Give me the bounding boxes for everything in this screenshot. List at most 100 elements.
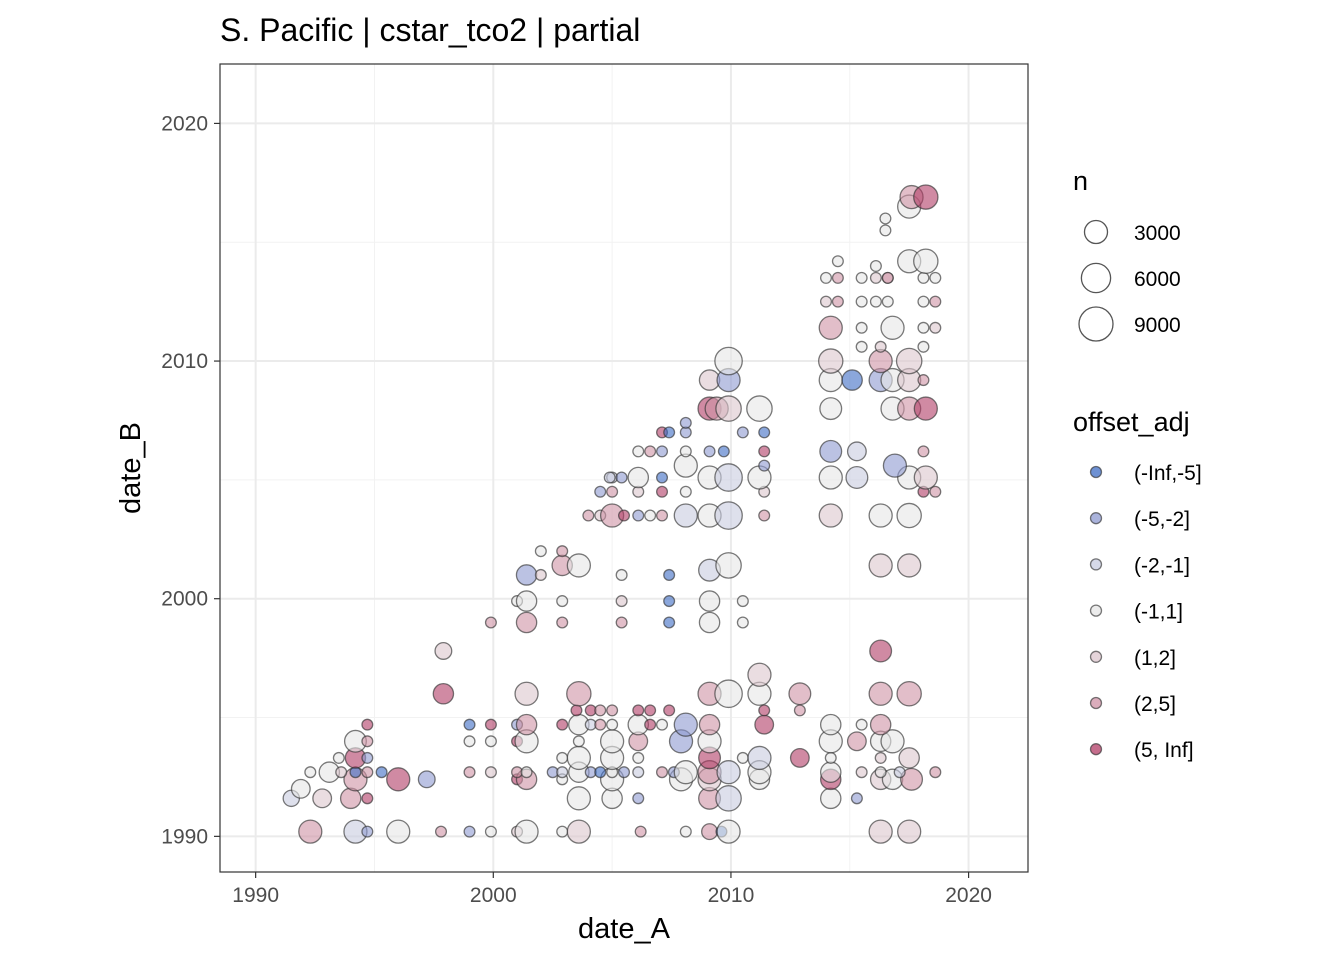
data-point [897,553,922,578]
data-point [819,713,842,736]
data-point [632,445,645,458]
data-point [855,340,868,353]
data-point [632,704,645,717]
data-point [913,396,938,421]
data-point [758,426,771,439]
data-point [868,819,893,844]
data-point [819,271,833,284]
data-point [514,681,539,706]
data-point [514,819,539,844]
data-point [515,611,538,634]
color-legend-title: offset_adj [1073,407,1190,437]
data-point [714,679,743,709]
data-point [656,471,669,484]
data-point [714,463,743,492]
data-point [913,465,938,490]
data-point [698,713,721,736]
size-legend-key [1083,219,1109,245]
data-point [868,553,893,578]
data-point [879,212,892,225]
data-point [896,502,922,529]
data-point [818,465,843,490]
data-point [556,825,569,838]
data-point [332,751,345,764]
color-legend-label: (1,2] [1134,647,1176,670]
size-legend-key [1078,306,1114,342]
data-point [556,595,569,608]
data-point [556,766,569,779]
data-point [656,766,669,779]
data-point [846,441,867,462]
chart-title: S. Pacific | cstar_tco2 | partial [220,12,640,48]
data-point [880,315,905,340]
data-point [515,564,538,586]
data-point [632,751,645,764]
data-point [758,459,771,472]
data-point [746,395,773,422]
color-legend-key [1089,743,1103,756]
data-point [758,445,771,458]
data-point [556,545,569,558]
data-point [736,426,749,439]
data-point [881,295,894,308]
data-point [534,545,547,558]
data-point [855,271,868,284]
data-point [632,792,645,805]
data-point [572,735,585,748]
size-legend-key [1080,262,1112,294]
color-legend-label: (5, Inf] [1134,739,1194,762]
data-point [896,681,922,707]
data-point [644,718,657,731]
data-point [673,503,698,528]
data-point [663,704,676,717]
data-point [656,485,669,498]
data-point [617,509,631,522]
color-legend-key [1089,558,1103,571]
data-point [703,445,716,458]
data-point [515,713,538,736]
data-point [566,819,592,844]
data-point [556,616,569,629]
data-point [484,718,497,731]
data-point [717,445,730,458]
data-point [484,825,497,838]
data-point [868,503,893,528]
data-point [819,439,843,463]
data-point [463,735,476,748]
data-point [570,704,583,717]
color-legend-key [1089,604,1103,617]
data-point [824,751,837,764]
data-point [898,747,920,769]
data-point [663,426,676,439]
data-point [929,766,942,779]
data-point [417,770,436,789]
color-legend-key [1089,696,1103,710]
data-point [335,766,348,779]
data-point [556,751,569,764]
data-point [850,792,863,805]
data-point [582,509,595,522]
data-point [432,682,455,705]
data-point [900,767,924,791]
data-point [361,766,374,779]
data-point [869,295,882,308]
color-legend-key [1089,465,1103,479]
data-point [679,485,692,498]
panel-border [219,63,1029,873]
data-point [819,761,842,783]
y-tick-label: 2010 [161,350,208,373]
color-legend-key [1089,650,1103,663]
data-point [603,471,616,484]
size-legend-label: 6000 [1134,268,1181,291]
data-point [913,248,939,275]
x-axis-title: date_A [578,913,671,945]
data-point [632,766,645,779]
data-point [656,445,669,458]
data-point [716,819,741,844]
data-point [714,346,743,376]
data-point [673,760,698,785]
data-point [656,718,669,731]
data-point [679,445,692,458]
data-point [617,766,631,779]
data-point [556,718,569,731]
